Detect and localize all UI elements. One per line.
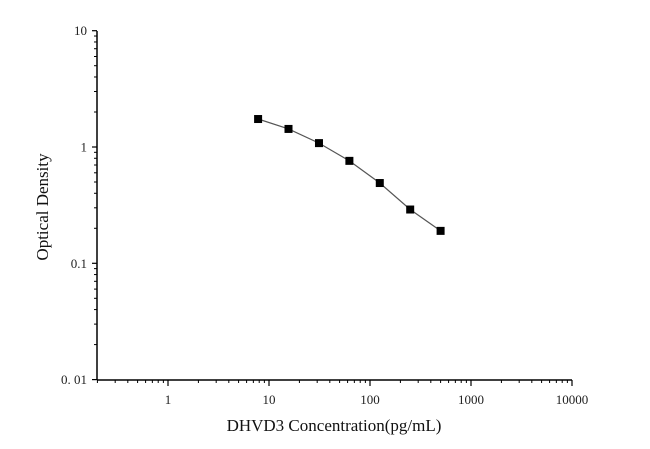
data-point-marker [406, 205, 415, 214]
axes [96, 31, 572, 381]
x-tick-label: 1 [165, 392, 172, 407]
y-axis-ticks: 0. 01 0.1 1 10 [61, 23, 97, 387]
y-axis-title: Optical Density [33, 153, 52, 261]
data-point-marker [345, 156, 354, 165]
data-point-marker [436, 226, 445, 235]
data-point-marker [254, 115, 263, 124]
x-tick-label: 1000 [458, 392, 484, 407]
data-markers [254, 115, 445, 235]
x-axis-ticks: 1 10 100 1000 10000 [96, 380, 589, 407]
fitted-curve [257, 118, 441, 232]
x-tick-label: 10 [263, 392, 276, 407]
y-tick-label: 0. 01 [61, 372, 87, 387]
y-tick-label: 10 [74, 23, 87, 38]
x-axis-title: DHVD3 Concentration(pg/mL) [227, 416, 442, 435]
data-point-marker [284, 124, 293, 133]
y-tick-label: 1 [81, 140, 88, 155]
y-tick-label: 0.1 [71, 256, 87, 271]
x-tick-label: 10000 [556, 392, 589, 407]
data-point-marker [375, 179, 384, 188]
data-point-marker [314, 139, 323, 148]
x-tick-label: 100 [360, 392, 380, 407]
